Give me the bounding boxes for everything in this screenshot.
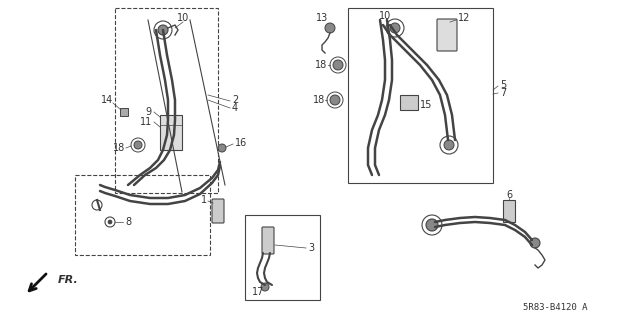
Text: 11: 11 xyxy=(140,117,152,127)
Text: 9: 9 xyxy=(146,107,152,117)
Text: 1: 1 xyxy=(201,195,207,205)
Text: 14: 14 xyxy=(100,95,113,105)
Text: 12: 12 xyxy=(458,13,470,23)
Text: 10: 10 xyxy=(177,13,189,23)
Bar xyxy=(348,8,493,183)
Text: 10: 10 xyxy=(379,11,391,21)
Text: 5: 5 xyxy=(500,80,506,90)
Circle shape xyxy=(108,220,112,224)
Circle shape xyxy=(444,140,454,150)
Circle shape xyxy=(530,238,540,248)
Text: FR.: FR. xyxy=(58,275,79,285)
Bar xyxy=(245,215,320,300)
Text: 6: 6 xyxy=(506,190,512,200)
Text: 5R83-B4120 A: 5R83-B4120 A xyxy=(523,303,588,313)
FancyBboxPatch shape xyxy=(262,227,274,254)
Text: 15: 15 xyxy=(420,100,433,110)
Text: 17: 17 xyxy=(252,287,264,297)
Circle shape xyxy=(333,60,343,70)
Text: 3: 3 xyxy=(308,243,314,253)
Bar xyxy=(120,108,128,116)
Text: 18: 18 xyxy=(315,60,327,70)
Text: 13: 13 xyxy=(316,13,328,23)
Bar xyxy=(503,200,515,222)
Circle shape xyxy=(325,23,335,33)
Text: 16: 16 xyxy=(235,138,247,148)
Text: 7: 7 xyxy=(500,88,506,98)
Bar xyxy=(115,8,218,193)
Bar xyxy=(75,175,210,255)
Circle shape xyxy=(158,25,168,35)
Text: 2: 2 xyxy=(232,95,238,105)
Text: 18: 18 xyxy=(313,95,325,105)
Circle shape xyxy=(218,144,226,152)
Circle shape xyxy=(330,95,340,105)
Circle shape xyxy=(261,283,269,291)
Circle shape xyxy=(426,219,438,231)
Circle shape xyxy=(390,23,400,33)
Text: 8: 8 xyxy=(125,217,131,227)
Text: 4: 4 xyxy=(232,103,238,113)
FancyBboxPatch shape xyxy=(437,19,457,51)
Circle shape xyxy=(134,141,142,149)
Bar xyxy=(160,115,182,150)
Bar xyxy=(400,95,418,110)
Text: 18: 18 xyxy=(113,143,125,153)
FancyBboxPatch shape xyxy=(212,199,224,223)
